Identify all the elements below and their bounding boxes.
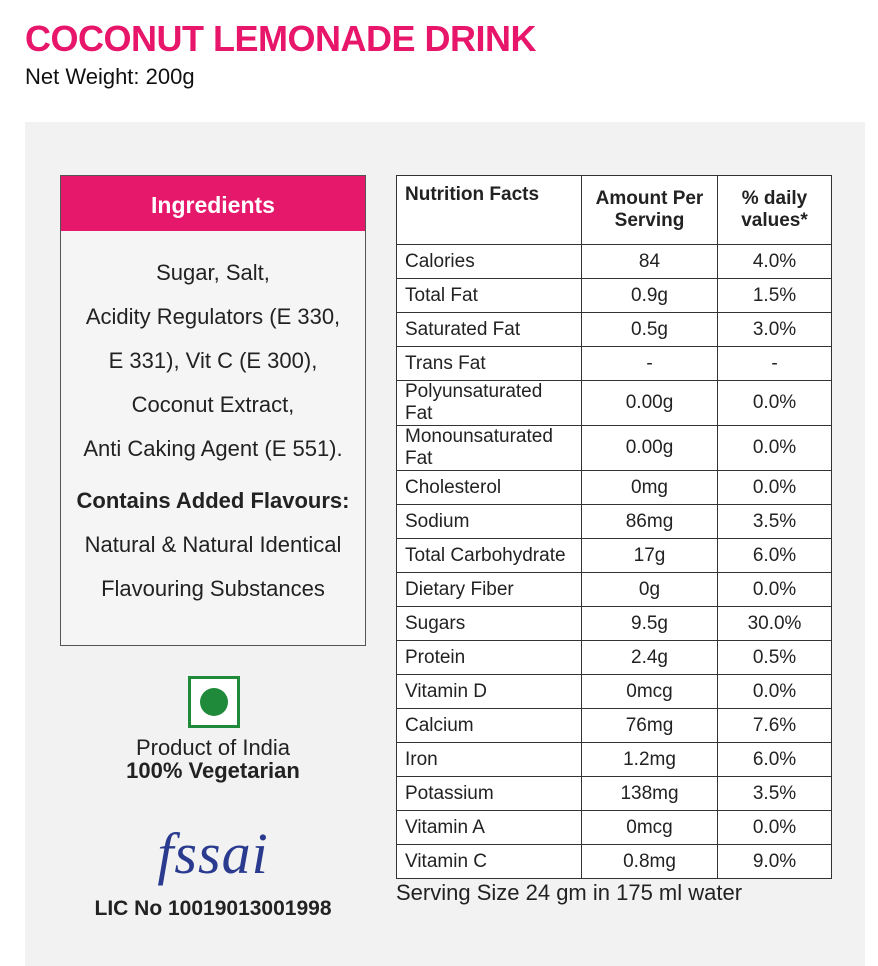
cell: Calcium xyxy=(396,708,582,743)
ingredient-line: E 331), Vit C (E 300), xyxy=(108,348,318,373)
cell: 9.5g xyxy=(581,606,718,641)
cell: Dietary Fiber xyxy=(396,572,582,607)
row: Vitamin A 0mcg 0.0% xyxy=(396,810,832,845)
veg-icon xyxy=(188,676,240,728)
cell: 3.5% xyxy=(717,776,832,811)
cell: 0.8mg xyxy=(581,844,718,879)
cell: 138mg xyxy=(581,776,718,811)
cell: Saturated Fat xyxy=(396,312,582,347)
cell: - xyxy=(581,346,718,381)
cell: 6.0% xyxy=(717,742,832,777)
row: Total Fat 0.9g 1.5% xyxy=(396,278,832,313)
diet: 100% Vegetarian xyxy=(126,758,300,783)
flavour-line: Flavouring Substances xyxy=(101,576,325,601)
row: Vitamin D 0mcg 0.0% xyxy=(396,674,832,709)
ingredient-line: Anti Caking Agent (E 551). xyxy=(83,436,343,461)
cell: 76mg xyxy=(581,708,718,743)
row: Monounsaturated Fat 0.00g 0.0% xyxy=(396,425,832,471)
cell: Total Carbohydrate xyxy=(396,538,582,573)
cell: 0.5% xyxy=(717,640,832,675)
cell: Protein xyxy=(396,640,582,675)
origin: Product of India xyxy=(135,735,291,760)
row: Sodium 86mg 3.5% xyxy=(396,504,832,539)
row: Protein 2.4g 0.5% xyxy=(396,640,832,675)
cell: 9.0% xyxy=(717,844,832,879)
footnote: Serving Size 24 gm in 175 ml water xyxy=(396,880,743,905)
row: Trans Fat - - xyxy=(396,346,832,381)
cell: Cholesterol xyxy=(396,470,582,505)
header-row: Nutrition Facts Amount Per Serving% daily… xyxy=(396,175,832,245)
cell: - xyxy=(717,346,832,381)
nutrition-table: Nutrition Facts Amount Per Serving% daily… xyxy=(396,175,832,879)
cell: 0.0% xyxy=(717,380,832,426)
row: Dietary Fiber 0g 0.0% xyxy=(396,572,832,607)
cell: 0.0% xyxy=(717,470,832,505)
cell: Total Fat xyxy=(396,278,582,313)
ingredient-line: Coconut Extract, xyxy=(131,392,295,417)
cell: 0g xyxy=(581,572,718,607)
cell: 0.00g xyxy=(581,425,718,471)
header-cell: % daily values* xyxy=(717,175,832,245)
cell: 0.0% xyxy=(717,572,832,607)
cell: Potassium xyxy=(396,776,582,811)
cell: Polyunsaturated Fat xyxy=(396,380,582,426)
row: Polyunsaturated Fat 0.00g 0.0% xyxy=(396,380,832,426)
cell: 0.0% xyxy=(717,674,832,709)
cell: Vitamin C xyxy=(396,844,582,879)
row: Calories 84 4.0% xyxy=(396,244,832,279)
cell: 3.5% xyxy=(717,504,832,539)
cell: Monounsaturated Fat xyxy=(396,425,582,471)
row: Iron 1.2mg 6.0% xyxy=(396,742,832,777)
row: Potassium 138mg 3.5% xyxy=(396,776,832,811)
title: COCONUT LEMONADE DRINK xyxy=(25,18,536,59)
row: Calcium 76mg 7.6% xyxy=(396,708,832,743)
flavour-title: Contains Added Flavours: xyxy=(76,488,350,513)
header-cell: Nutrition Facts xyxy=(396,175,582,245)
row: Total Carbohydrate 17g 6.0% xyxy=(396,538,832,573)
cell: 0mcg xyxy=(581,674,718,709)
cell: 0.00g xyxy=(581,380,718,426)
cell: Sodium xyxy=(396,504,582,539)
cell: 7.6% xyxy=(717,708,832,743)
cell: 4.0% xyxy=(717,244,832,279)
cell: 6.0% xyxy=(717,538,832,573)
cell: 30.0% xyxy=(717,606,832,641)
ingredients-body: Sugar, Salt, Acidity Regulators (E 330, E … xyxy=(61,231,365,611)
ingredients-box: Ingredients Sugar, Salt, Acidity Regulato… xyxy=(60,175,366,646)
cell: Vitamin D xyxy=(396,674,582,709)
cell: 2.4g xyxy=(581,640,718,675)
row: Saturated Fat 0.5g 3.0% xyxy=(396,312,832,347)
header-cell: Amount Per Serving xyxy=(581,175,718,245)
row: Cholesterol 0mg 0.0% xyxy=(396,470,832,505)
cell: 0.5g xyxy=(581,312,718,347)
cell: Vitamin A xyxy=(396,810,582,845)
cell: 0.9g xyxy=(581,278,718,313)
ingredients-title: Ingredients xyxy=(61,176,365,231)
row: Vitamin C 0.8mg 9.0% xyxy=(396,844,832,879)
cell: 3.0% xyxy=(717,312,832,347)
cell: 84 xyxy=(581,244,718,279)
row: Sugars 9.5g 30.0% xyxy=(396,606,832,641)
cell: 1.5% xyxy=(717,278,832,313)
cell: 0.0% xyxy=(717,810,832,845)
cell: 0mcg xyxy=(581,810,718,845)
ingredient-line: Acidity Regulators (E 330, xyxy=(85,304,341,329)
cell: 86mg xyxy=(581,504,718,539)
flavour-line: Natural & Natural Identical xyxy=(84,532,342,557)
cell: Iron xyxy=(396,742,582,777)
cell: 0.0% xyxy=(717,425,832,471)
subtitle: Net Weight: 200g xyxy=(25,64,195,89)
cell: 0mg xyxy=(581,470,718,505)
ingredient-line: Sugar, Salt, xyxy=(156,260,270,285)
cell: 17g xyxy=(581,538,718,573)
cell: Calories xyxy=(396,244,582,279)
license: LIC No 10019013001998 xyxy=(94,897,332,920)
fssai-logo: fssai xyxy=(157,821,269,886)
cell: Trans Fat xyxy=(396,346,582,381)
cell: 1.2mg xyxy=(581,742,718,777)
cell: Sugars xyxy=(396,606,582,641)
